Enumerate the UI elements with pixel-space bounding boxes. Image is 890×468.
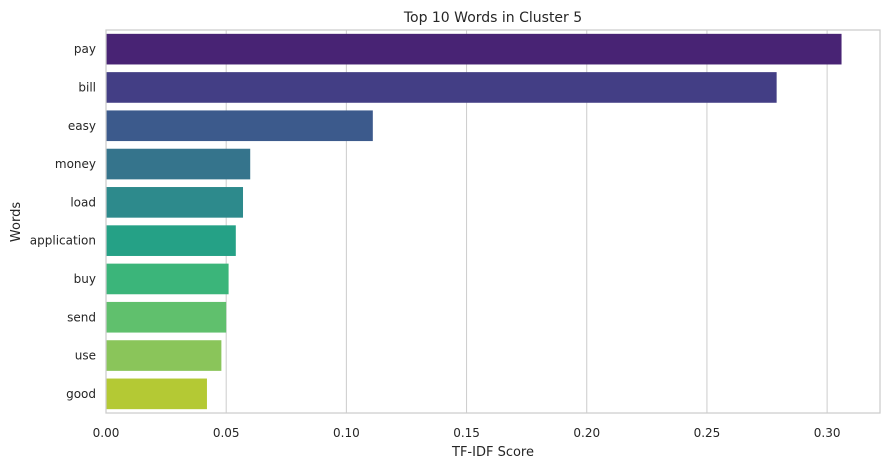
bar-bill: [106, 72, 777, 103]
bar-money: [106, 148, 251, 180]
y-tick-label: good: [66, 387, 96, 401]
bar-load: [106, 187, 244, 218]
y-tick-label: application: [30, 234, 96, 248]
bar-use: [106, 340, 222, 371]
bar-application: [106, 225, 236, 256]
y-tick-labels: pay bill easy money load application buy send us…: [30, 42, 96, 401]
y-tick-label: money: [55, 157, 96, 171]
chart-title: Top 10 Words in Cluster 5: [403, 10, 582, 26]
x-tick-label: 0.25: [694, 426, 721, 440]
bar-buy: [106, 263, 229, 295]
x-tick-labels: 0.00 0.05 0.10 0.15 0.20 0.25 0.30: [93, 426, 841, 440]
plot-frame: [105, 29, 881, 414]
bars: [106, 33, 842, 410]
y-axis-label: Words: [9, 202, 24, 242]
y-tick-label: load: [70, 195, 96, 209]
x-axis-label: TF-IDF Score: [451, 445, 534, 460]
y-tick-label: bill: [78, 80, 96, 94]
y-tick-label: use: [75, 349, 96, 363]
y-tick-label: send: [67, 310, 96, 324]
x-tick-label: 0.30: [814, 426, 841, 440]
x-tick-label: 0.20: [573, 426, 600, 440]
y-tick-label: easy: [68, 119, 96, 133]
bar-send: [106, 301, 227, 333]
y-tick-label: pay: [74, 42, 96, 56]
bar-pay: [106, 33, 842, 65]
bar-easy: [106, 110, 373, 142]
x-tick-label: 0.00: [93, 426, 120, 440]
x-tick-label: 0.05: [213, 426, 240, 440]
x-tick-label: 0.10: [333, 426, 360, 440]
bar-good: [106, 378, 207, 410]
x-tick-label: 0.15: [453, 426, 480, 440]
y-tick-label: buy: [74, 272, 96, 286]
